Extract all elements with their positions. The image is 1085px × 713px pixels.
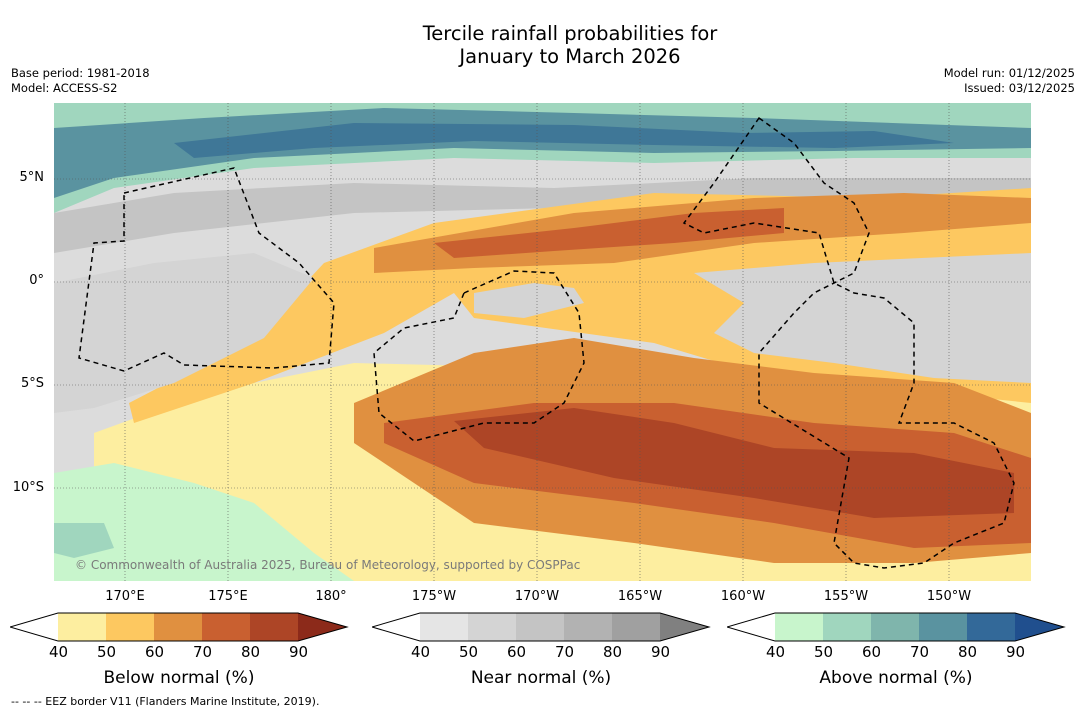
colorbar-near-normal [372,612,711,642]
colorbar-above-normal-label: Above normal (%) [819,668,973,688]
colorbar-near-normal-5 [612,613,660,641]
base-period: Base period: 1981-2018 [11,66,150,80]
meta-left: Base period: 1981-2018 Model: ACCESS-S2 [11,66,150,96]
colorbar-near-normal-4 [564,613,612,641]
lon-label-170w: 170°W [514,589,560,604]
colorbar-below-normal-outline [10,612,349,642]
tick-above-50: 50 [814,643,834,661]
tick-near-50: 50 [459,643,479,661]
colorbar-above-normal-5 [967,613,1015,641]
colorbar-below-normal-6 [298,613,347,641]
colorbar-above-normal-2 [823,613,871,641]
below-normal-region [129,188,1031,423]
tick-near-40: 40 [411,643,431,661]
colorbar-below-normal-3 [154,613,202,641]
lat-label-5s: 5°S [20,376,44,391]
near-normal-patch-east [694,253,1031,383]
colorbar-below-normal [10,612,349,642]
below-normal-region-high-north [434,208,784,258]
eez-footnote: -- -- -- EEZ border V11 (Flanders Marine… [11,695,320,708]
tick-below-50: 50 [97,643,117,661]
tick-below-70: 70 [193,643,213,661]
colorbar-near-normal-2 [468,613,516,641]
lon-label-175e: 175°E [208,589,248,604]
graticule [54,103,1031,581]
tick-above-90: 90 [1006,643,1026,661]
colorbar-near-normal-3 [516,613,564,641]
lon-label-160w: 160°W [720,589,766,604]
colorbar-near-normal-6 [660,613,709,641]
tick-near-90: 90 [651,643,671,661]
eez-border-kiribati-west [78,167,335,372]
tick-below-60: 60 [145,643,165,661]
lat-label-5n: 5°N [19,170,45,185]
colorbar-above-normal [727,612,1066,642]
colorbar-above-normal-1 [775,613,823,641]
above-normal-region-southwest [54,463,354,581]
tick-below-40: 40 [49,643,69,661]
colorbar-above-normal-outline [727,612,1066,642]
eez-border-phoenix [373,270,585,442]
near-normal-patch-centre [474,283,584,318]
tick-near-60: 60 [507,643,527,661]
model-name: Model: ACCESS-S2 [11,81,118,95]
eez-borders [78,116,1015,569]
colorbar-near-normal-outline [372,612,711,642]
above-normal-region-north-darkest [174,123,954,158]
lon-label-180: 180° [315,589,347,604]
tick-below-90: 90 [289,643,309,661]
near-normal-patch-west [54,253,314,413]
lon-label-170e: 170°E [105,589,145,604]
above-normal-patch-southwest [54,523,114,558]
colorbar-near-normal-label: Near normal (%) [470,668,612,688]
tick-below-80: 80 [241,643,261,661]
colorbar-below-normal-2 [106,613,154,641]
tick-above-60: 60 [862,643,882,661]
lon-label-150w: 150°W [926,589,972,604]
map-title: Tercile rainfall probabilities for Janua… [0,22,1085,68]
colorbar-above-normal-6 [1015,613,1064,641]
meta-right: Model run: 01/12/2025 Issued: 03/12/2025 [944,66,1075,96]
colorbar-near-normal-1 [420,613,468,641]
lon-label-165w: 165°W [617,589,663,604]
lat-label-10s: 10°S [12,480,44,495]
lon-label-155w: 155°W [823,589,869,604]
colorbar-above-normal-3 [871,613,919,641]
copyright-notice: © Commonwealth of Australia 2025, Bureau… [75,558,581,572]
tick-near-70: 70 [555,643,575,661]
colorbar-below-normal-label: Below normal (%) [103,668,255,688]
map-title-line2: January to March 2026 [459,45,681,68]
tick-above-80: 80 [958,643,978,661]
colorbar-below-normal-0 [10,613,58,641]
below-normal-region-max [454,408,1014,518]
probability-map [54,103,1031,581]
colorbar-below-normal-4 [202,613,250,641]
colorbar-above-normal-0 [727,613,775,641]
tick-above-70: 70 [910,643,930,661]
tick-above-40: 40 [766,643,786,661]
model-run: Model run: 01/12/2025 [943,66,1075,80]
lat-label-0: 0° [29,273,44,288]
colorbar-above-normal-4 [919,613,967,641]
issued-date: Issued: 03/12/2025 [964,81,1075,95]
colorbar-below-normal-5 [250,613,298,641]
colorbar-below-normal-1 [58,613,106,641]
colorbar-near-normal-0 [372,613,420,641]
lon-label-175w: 175°W [411,589,457,604]
map-title-line1: Tercile rainfall probabilities for [422,22,718,45]
tick-near-80: 80 [603,643,623,661]
